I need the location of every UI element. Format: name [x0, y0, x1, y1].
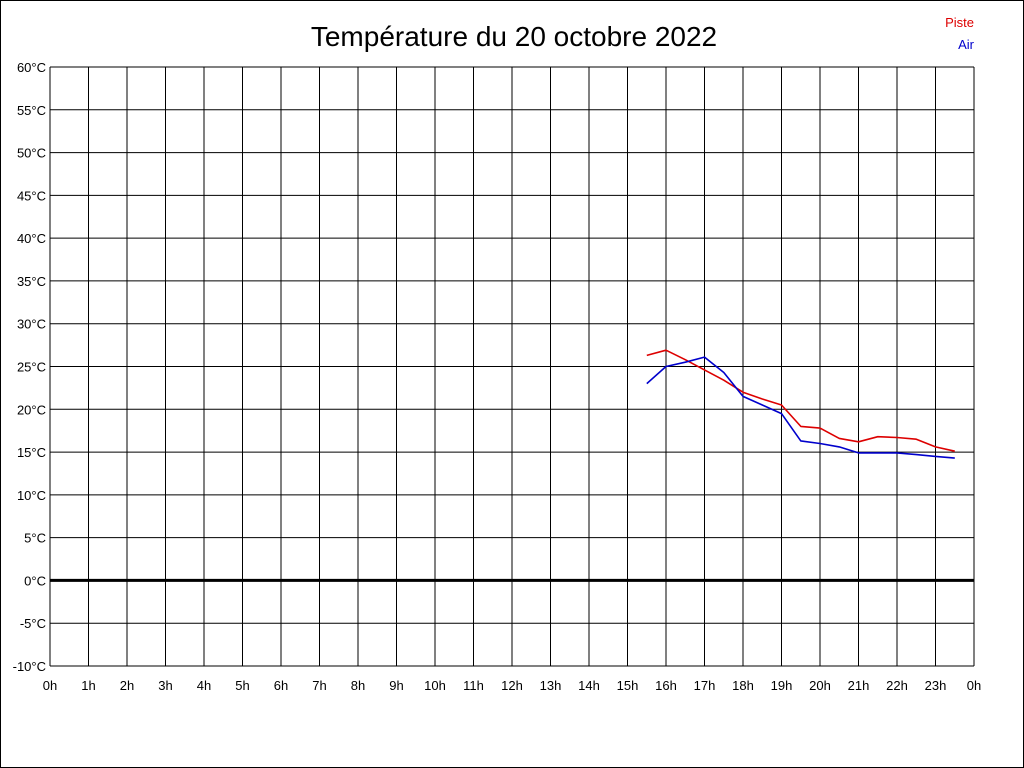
- y-tick-label: 55°C: [17, 103, 46, 118]
- y-tick-label: 0°C: [24, 573, 46, 588]
- grid: [49, 66, 975, 667]
- y-tick-label: 50°C: [17, 146, 46, 161]
- data-series: [646, 349, 955, 459]
- x-tick-label: 10h: [424, 678, 446, 693]
- x-tick-label: 1h: [81, 678, 95, 693]
- legend-item-air: Air: [958, 37, 975, 52]
- y-tick-label: 45°C: [17, 188, 46, 203]
- x-tick-label: 22h: [886, 678, 908, 693]
- legend-item-piste: Piste: [945, 15, 974, 30]
- x-tick-label: 7h: [312, 678, 326, 693]
- series-line-piste: [646, 349, 955, 452]
- y-tick-label: 5°C: [24, 531, 46, 546]
- y-tick-label: 20°C: [17, 402, 46, 417]
- x-tick-label: 17h: [694, 678, 716, 693]
- y-tick-label: 40°C: [17, 231, 46, 246]
- y-tick-label: 35°C: [17, 274, 46, 289]
- x-tick-label: 16h: [655, 678, 677, 693]
- x-tick-label: 15h: [617, 678, 639, 693]
- legend: Piste Air: [945, 15, 975, 52]
- y-tick-label: -10°C: [13, 659, 46, 674]
- chart-title: Température du 20 octobre 2022: [311, 21, 717, 52]
- y-tick-label: 15°C: [17, 445, 46, 460]
- x-tick-label: 4h: [197, 678, 211, 693]
- x-tick-label: 0h: [967, 678, 981, 693]
- x-tick-label: 21h: [848, 678, 870, 693]
- x-tick-label: 14h: [578, 678, 600, 693]
- x-tick-label: 3h: [158, 678, 172, 693]
- x-tick-label: 8h: [351, 678, 365, 693]
- x-tick-label: 9h: [389, 678, 403, 693]
- y-tick-label: -5°C: [20, 616, 46, 631]
- x-tick-label: 13h: [540, 678, 562, 693]
- y-tick-label: 25°C: [17, 360, 46, 375]
- x-tick-label: 5h: [235, 678, 249, 693]
- x-tick-label: 0h: [43, 678, 57, 693]
- x-tick-label: 6h: [274, 678, 288, 693]
- x-tick-label: 12h: [501, 678, 523, 693]
- x-tick-label: 23h: [925, 678, 947, 693]
- y-tick-label: 60°C: [17, 60, 46, 75]
- x-tick-label: 2h: [120, 678, 134, 693]
- y-tick-label: 10°C: [17, 488, 46, 503]
- axis-tick-labels: 0h 1h 2h 3h 4h 5h 6h 7h 8h 9h 10h 11h 12h 13h 14h 15h 16…: [13, 60, 982, 693]
- x-tick-label: 20h: [809, 678, 831, 693]
- x-tick-label: 11h: [463, 678, 484, 693]
- x-tick-label: 19h: [771, 678, 793, 693]
- series-line-air: [646, 356, 955, 459]
- y-tick-label: 30°C: [17, 317, 46, 332]
- x-tick-label: 18h: [732, 678, 754, 693]
